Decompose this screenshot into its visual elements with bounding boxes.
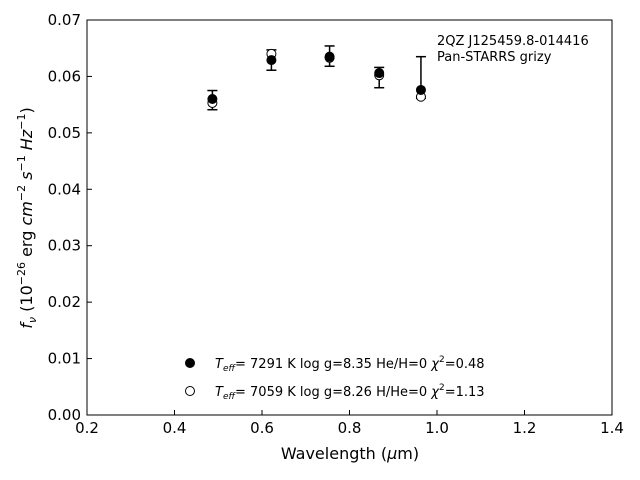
y-tick-label: 0.00 [48, 406, 81, 424]
y-tick-label: 0.02 [48, 293, 81, 311]
y-tick-label: 0.05 [48, 124, 81, 142]
plot-frame [86, 19, 613, 416]
annotation-object-name: 2QZ J125459.8-014416 [437, 34, 589, 49]
x-tick-label: 0.4 [163, 419, 187, 437]
x-tick-label: 0.8 [338, 419, 362, 437]
model-point-filled [374, 68, 385, 79]
x-axis-label: Wavelength (μm) [281, 444, 419, 463]
model-point-filled [415, 84, 426, 95]
x-tick-label: 1.0 [425, 419, 449, 437]
legend-entry-2: Teff= 7059 K log g=8.26 H/He=0 χ2=1.13 [215, 383, 485, 402]
x-tick-label: 0.6 [250, 419, 274, 437]
model-point-filled [207, 94, 218, 104]
x-tick-label: 1.4 [600, 419, 624, 437]
model-point-filled [266, 55, 277, 66]
y-axis-label: fν (10−26 erg cm−2 s−1 Hz−1) [15, 107, 39, 328]
annotation-survey: Pan-STARRS grizy [437, 50, 552, 65]
y-tick-label: 0.07 [48, 11, 81, 29]
legend: Teff= 7291 K log g=8.35 He/H=0 χ2=0.48 T… [185, 355, 485, 402]
x-tick-label: 0.2 [75, 419, 99, 437]
legend-entry-1: Teff= 7291 K log g=8.35 He/H=0 χ2=0.48 [215, 355, 485, 374]
y-tick-label: 0.06 [48, 67, 81, 85]
model-point-filled [324, 51, 335, 62]
y-tick-label: 0.04 [48, 180, 81, 198]
y-tick-label: 0.03 [48, 237, 81, 255]
y-tick-label: 0.01 [48, 350, 81, 368]
legend-marker-open [185, 386, 195, 396]
legend-marker-filled [185, 358, 195, 368]
plot-layer: 0.2 0.4 0.6 0.8 1.0 1.2 1.4 0.00 0.01 0.02 0.03 0.0… [48, 11, 624, 437]
x-tick-label: 1.2 [513, 419, 537, 437]
